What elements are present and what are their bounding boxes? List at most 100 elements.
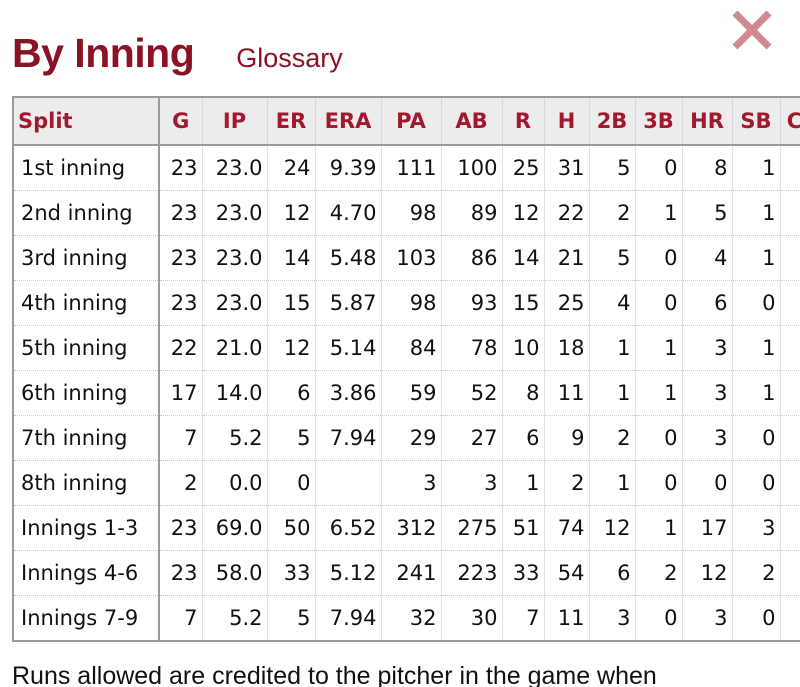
stat-cell: 1 [635, 370, 683, 416]
table-body: 1st inning 23 23.0 24 9.39 111 100 25 31 5 0 8 1 2nd … [12, 145, 800, 642]
stat-cell: 5 [589, 145, 636, 191]
stat-cell: 15 [502, 280, 545, 326]
stat-cell: 27 [441, 415, 503, 461]
stat-cell: 5 [682, 190, 733, 236]
stat-cell: 9.39 [315, 145, 382, 191]
stat-cell: 89 [441, 190, 503, 236]
stat-cell: 6 [267, 370, 316, 416]
stat-cell: 2 [589, 190, 636, 236]
stat-cell [315, 460, 382, 506]
column-header-er[interactable]: ER [267, 96, 316, 146]
stat-cell: 51 [502, 505, 545, 551]
stat-cell: 30 [441, 595, 503, 642]
stat-cell: 0 [635, 145, 683, 191]
stat-cell: 5.12 [315, 550, 382, 596]
column-header-hr[interactable]: HR [682, 96, 733, 146]
stat-cell: 5.48 [315, 235, 382, 281]
stat-cell: 7.94 [315, 595, 382, 642]
stat-cell: 29 [381, 415, 442, 461]
stat-cell: 6 [589, 550, 636, 596]
stat-cell: 2 [635, 550, 683, 596]
column-header-ip[interactable]: IP [202, 96, 268, 146]
stat-cell: 12 [267, 325, 316, 371]
column-header-g[interactable]: G [159, 96, 203, 146]
stat-cell: 1 [589, 325, 636, 371]
stat-cell: 0 [732, 460, 781, 506]
column-header-3b[interactable]: 3B [635, 96, 683, 146]
stat-cell: 1 [589, 460, 636, 506]
stat-cell: 23 [159, 550, 203, 596]
column-header-ab[interactable]: AB [441, 96, 503, 146]
split-label-cell: 1st inning [12, 145, 160, 191]
stat-cell: 22 [544, 190, 590, 236]
stat-cell: 23 [159, 280, 203, 326]
stat-cell: 4 [589, 280, 636, 326]
stat-cell: 5.87 [315, 280, 382, 326]
stat-cell [780, 550, 800, 596]
glossary-link[interactable]: Glossary [236, 43, 343, 73]
stat-cell: 5.14 [315, 325, 382, 371]
column-header-h[interactable]: H [544, 96, 590, 146]
stat-cell [780, 235, 800, 281]
column-header-split[interactable]: Split [12, 96, 160, 146]
stat-cell: 103 [381, 235, 442, 281]
stat-cell: 3 [682, 370, 733, 416]
stat-cell: 1 [732, 370, 781, 416]
stat-cell: 3 [441, 460, 503, 506]
stat-cell: 7 [159, 415, 203, 461]
stat-cell: 3 [589, 595, 636, 642]
stat-cell: 98 [381, 280, 442, 326]
stat-cell: 31 [544, 145, 590, 191]
stat-cell: 21 [544, 235, 590, 281]
stat-cell: 12 [589, 505, 636, 551]
stat-cell: 3.86 [315, 370, 382, 416]
stat-cell [780, 370, 800, 416]
stat-cell: 2 [159, 460, 203, 506]
stat-cell [780, 280, 800, 326]
close-button[interactable] [730, 8, 774, 52]
stat-cell: 86 [441, 235, 503, 281]
stat-cell: 0 [267, 460, 316, 506]
stat-cell [780, 505, 800, 551]
table-row: 8th inning 2 0.0 0 3 3 1 2 1 0 0 0 [12, 460, 800, 506]
stat-cell: 25 [502, 145, 545, 191]
stat-cell: 7.94 [315, 415, 382, 461]
stat-cell: 17 [159, 370, 203, 416]
column-header-sb[interactable]: SB [732, 96, 781, 146]
stat-cell: 22 [159, 325, 203, 371]
stat-cell: 23.0 [202, 235, 268, 281]
stat-cell: 23 [159, 235, 203, 281]
column-header-era[interactable]: ERA [315, 96, 382, 146]
close-icon[interactable] [730, 8, 774, 52]
table-row: 7th inning 7 5.2 5 7.94 29 27 6 9 2 0 3 0 [12, 415, 800, 461]
stat-cell: 5.2 [202, 415, 268, 461]
stat-cell: 24 [267, 145, 316, 191]
stat-cell: 7 [502, 595, 545, 642]
stat-cell: 17 [682, 505, 733, 551]
stat-cell: 1 [732, 190, 781, 236]
column-header-2b[interactable]: 2B [589, 96, 636, 146]
split-label-cell: 2nd inning [12, 190, 160, 236]
header: By Inning Glossary [12, 30, 343, 77]
stat-cell: 1 [732, 145, 781, 191]
stat-cell: 14.0 [202, 370, 268, 416]
stat-cell: 9 [544, 415, 590, 461]
stat-cell: 6 [502, 415, 545, 461]
footnote-text: Runs allowed are credited to the pitcher… [12, 662, 657, 687]
stat-cell: 33 [267, 550, 316, 596]
column-header-r[interactable]: R [502, 96, 545, 146]
stat-cell: 32 [381, 595, 442, 642]
column-header-pa[interactable]: PA [381, 96, 442, 146]
stat-cell: 5 [589, 235, 636, 281]
stat-cell: 1 [635, 505, 683, 551]
stat-cell: 223 [441, 550, 503, 596]
stat-cell: 74 [544, 505, 590, 551]
column-header-c[interactable]: C [780, 96, 800, 146]
table-row: Innings 4-6 23 58.0 33 5.12 241 223 33 54 6 2 12 2 [12, 550, 800, 596]
stat-cell: 0 [732, 595, 781, 642]
stat-cell: 23.0 [202, 280, 268, 326]
stat-cell: 23 [159, 190, 203, 236]
table-row: 5th inning 22 21.0 12 5.14 84 78 10 18 1 1 3 1 [12, 325, 800, 371]
splits-table-container[interactable]: Split G IP ER ERA PA AB R H 2B 3B HR SB C 1st inning 2… [12, 96, 800, 642]
stat-cell: 10 [502, 325, 545, 371]
